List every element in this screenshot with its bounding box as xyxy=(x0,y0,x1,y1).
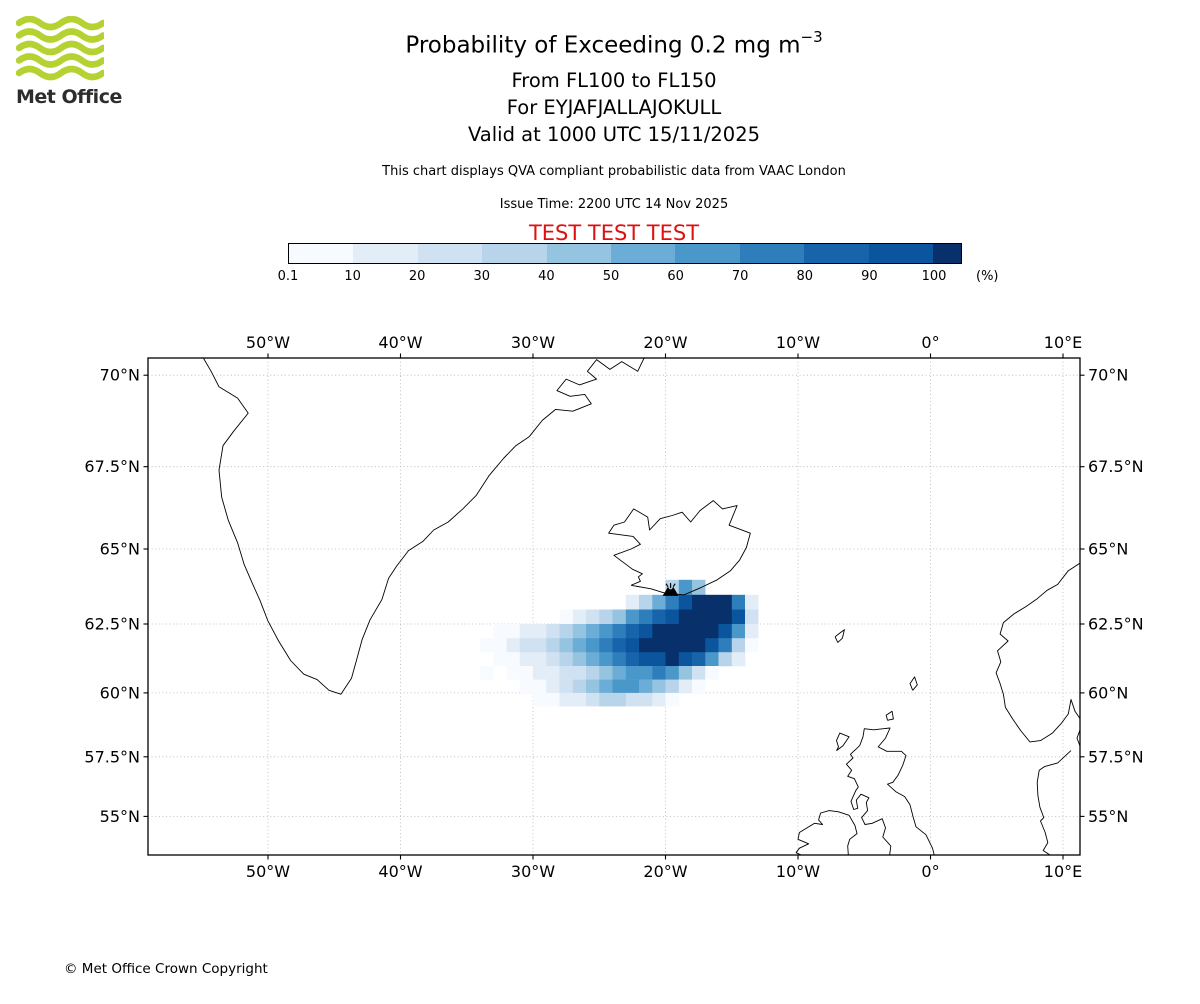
met-office-logo-waves xyxy=(16,16,104,81)
colorbar-segment xyxy=(611,244,676,263)
lat-label-right: 57.5°N xyxy=(1088,747,1144,766)
colorbar-gradient xyxy=(288,243,962,264)
met-office-logo: Met Office xyxy=(16,16,136,108)
coastline-ireland xyxy=(795,810,858,855)
colorbar-segment xyxy=(417,244,483,263)
lon-label-bottom: 10°E xyxy=(1044,862,1082,881)
graticule xyxy=(148,358,1080,855)
lon-label-top: 30°W xyxy=(511,333,555,352)
coastline-britain xyxy=(845,727,935,855)
coastline-norway xyxy=(995,562,1080,743)
colorbar-tick-label: 30 xyxy=(473,269,491,284)
coastline-orkney xyxy=(885,710,894,721)
coastline-shetland xyxy=(909,676,918,691)
colorbar-tick-label: 20 xyxy=(408,269,426,284)
lat-label-left: 62.5°N xyxy=(84,615,140,634)
colorbar-tick-label: 100 xyxy=(921,269,947,284)
issue-time: Issue Time: 2200 UTC 14 Nov 2025 xyxy=(499,196,729,212)
valid-time-line: Valid at 1000 UTC 15/11/2025 xyxy=(467,122,761,146)
lat-label-right: 67.5°N xyxy=(1088,457,1144,476)
lon-label-bottom: 40°W xyxy=(378,862,422,881)
lon-label-top: 10°W xyxy=(776,333,820,352)
colorbar-segment xyxy=(933,244,961,263)
map-frame xyxy=(147,357,1081,856)
lat-label-right: 70°N xyxy=(1088,366,1128,385)
lat-label-left: 55°N xyxy=(100,807,140,826)
colorbar-segment xyxy=(804,244,869,263)
volcano-marker xyxy=(662,583,679,596)
lat-label-right: 60°N xyxy=(1088,683,1128,702)
colorbar-tick-label: 10 xyxy=(344,269,361,284)
colorbar-tick-label: 50 xyxy=(602,269,620,284)
coastline-faroe xyxy=(834,629,845,643)
lon-label-top: 0° xyxy=(921,333,939,352)
colorbar-tick-label: 90 xyxy=(861,269,878,284)
met-office-logo-text: Met Office xyxy=(16,86,122,108)
coastline-greenland xyxy=(202,358,645,695)
axis-ticks xyxy=(143,353,1085,860)
colorbar-tick-label: 0.1 xyxy=(277,269,299,284)
coastline-denmark xyxy=(1036,750,1072,855)
lon-label-top: 50°W xyxy=(246,333,290,352)
lat-label-right: 55°N xyxy=(1088,807,1128,826)
colorbar-tick-label: 70 xyxy=(731,269,749,284)
lon-label-bottom: 50°W xyxy=(246,862,290,881)
volcano-name-line: For EYJAFJALLAJOKULL xyxy=(506,95,722,119)
lat-label-left: 57.5°N xyxy=(84,747,140,766)
coastline-sweden xyxy=(1076,729,1080,748)
colorbar-tick-label: 60 xyxy=(667,269,684,284)
coastlines xyxy=(202,358,1080,855)
flight-level-line: From FL100 to FL150 xyxy=(511,68,717,92)
ash-plume xyxy=(480,579,759,707)
colorbar: 0.1 10 20 30 40 50 60 70 80 90 100 (%) xyxy=(278,243,1008,285)
chart-title: Probability of Exceeding 0.2 mg m−3 xyxy=(14,24,1200,61)
lon-label-bottom: 20°W xyxy=(643,862,687,881)
lon-label-bottom: 30°W xyxy=(511,862,555,881)
logo-wave xyxy=(16,16,104,31)
colorbar-segment xyxy=(675,244,740,263)
colorbar-tick-label: 40 xyxy=(538,269,555,284)
colorbar-segment xyxy=(868,244,934,263)
lat-label-left: 65°N xyxy=(100,540,140,559)
colorbar-segment xyxy=(289,244,354,263)
lat-label-left: 70°N xyxy=(100,366,140,385)
colorbar-tick-label: 80 xyxy=(796,269,814,284)
colorbar-labels: 0.1 10 20 30 40 50 60 70 80 90 100 (%) xyxy=(278,269,1008,285)
coastline-iceland xyxy=(608,500,751,596)
logo-wave xyxy=(16,40,104,56)
chart-title-exponent: −3 xyxy=(800,28,823,46)
lon-label-bottom: 0° xyxy=(921,862,939,881)
colorbar-segment xyxy=(482,244,547,263)
colorbar-unit-label: (%) xyxy=(976,269,999,284)
colorbar-segment xyxy=(739,244,805,263)
logo-wave xyxy=(16,65,104,81)
chart-header: Probability of Exceeding 0.2 mg m−3 From… xyxy=(14,24,1200,246)
test-banner: TEST TEST TEST xyxy=(528,220,700,245)
copyright-notice: © Met Office Crown Copyright xyxy=(64,961,268,977)
coastline-hebrides xyxy=(836,732,850,751)
lon-label-top: 20°W xyxy=(643,333,687,352)
lat-label-left: 67.5°N xyxy=(84,457,140,476)
chart-title-main: Probability of Exceeding 0.2 mg m xyxy=(405,32,801,59)
lon-label-top: 10°E xyxy=(1044,333,1082,352)
qva-compliance-note: This chart displays QVA compliant probab… xyxy=(382,163,846,179)
colorbar-segment xyxy=(546,244,612,263)
lat-label-right: 62.5°N xyxy=(1088,615,1144,634)
logo-wave xyxy=(16,28,104,43)
lon-label-bottom: 10°W xyxy=(776,862,820,881)
lon-label-top: 40°W xyxy=(378,333,422,352)
colorbar-segment xyxy=(353,244,418,263)
lat-label-left: 60°N xyxy=(100,683,140,702)
lat-label-right: 65°N xyxy=(1088,540,1128,559)
axis-labels: 50°W 50°W 40°W 40°W 30°W 30°W 20°W 20°W 10°W 10°W… xyxy=(84,333,1143,881)
logo-wave xyxy=(16,53,104,68)
